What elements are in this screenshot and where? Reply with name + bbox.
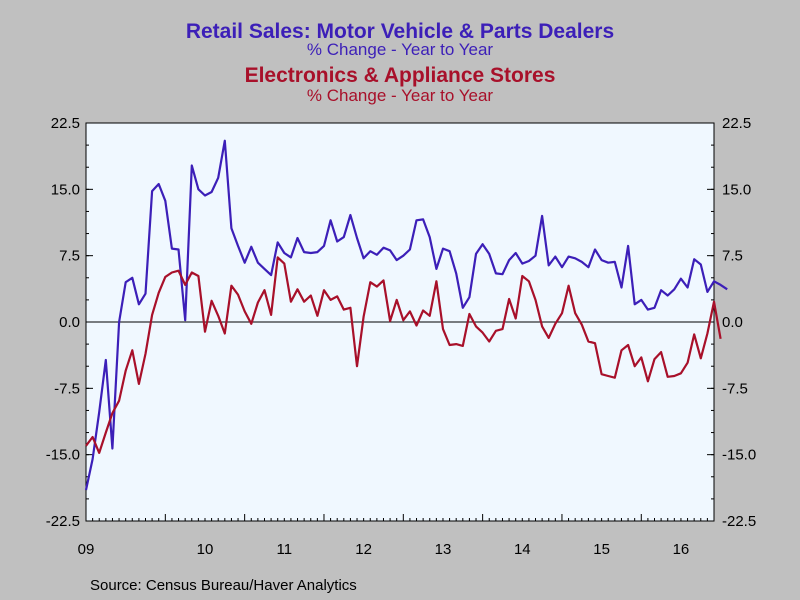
y-tick-label-left: 7.5: [59, 248, 80, 265]
y-tick-label-right: -7.5: [722, 380, 748, 397]
x-tick-label: 12: [355, 541, 372, 558]
title-series2: Electronics & Appliance Stores: [244, 64, 556, 87]
y-tick-label-left: 15.0: [51, 181, 80, 198]
source-note: Source: Census Bureau/Haver Analytics: [90, 577, 357, 594]
title-series1: Retail Sales: Motor Vehicle & Parts Deal…: [185, 20, 615, 43]
y-tick-label-right: 7.5: [722, 248, 743, 265]
x-tick-label: 16: [673, 541, 690, 558]
y-tick-label-left: -22.5: [46, 513, 80, 530]
y-tick-label-left: -15.0: [46, 447, 80, 464]
subtitle-series1: % Change - Year to Year: [306, 40, 494, 59]
x-tick-label: 14: [514, 541, 531, 558]
subtitle-series2: % Change - Year to Year: [306, 86, 494, 105]
x-tick-label: 15: [593, 541, 610, 558]
y-tick-label-right: 0.0: [722, 314, 743, 331]
series-line-1: [84, 139, 728, 491]
y-tick-label-right: 22.5: [722, 115, 751, 132]
y-tick-label-left: 0.0: [59, 314, 80, 331]
y-tick-label-right: 15.0: [722, 181, 751, 198]
y-tick-label-right: -22.5: [722, 513, 756, 530]
y-tick-label-left: 22.5: [51, 115, 80, 132]
x-tick-label: 10: [197, 541, 214, 558]
y-tick-label-right: -15.0: [722, 447, 756, 464]
x-tick-label: 09: [78, 541, 95, 558]
x-tick-label: 11: [277, 541, 293, 558]
y-tick-label-left: -7.5: [54, 380, 80, 397]
x-tick-label: 13: [435, 541, 452, 558]
series-line-2: [85, 256, 722, 454]
